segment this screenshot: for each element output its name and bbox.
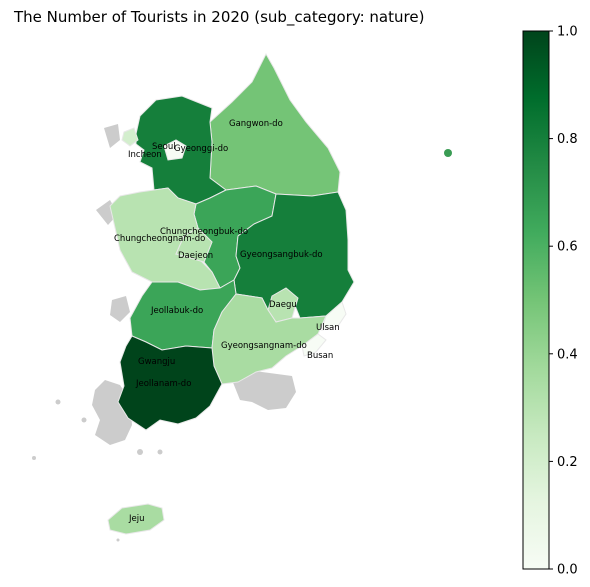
colorbar: 0.0 0.2 0.4 0.6 0.8 1.0 [522, 25, 578, 578]
label-ulsan: Ulsan [316, 323, 340, 333]
label-seoul: Seoul [152, 142, 176, 152]
colorbar-tick-label: 0.0 [557, 563, 578, 578]
region-ulsan [321, 301, 347, 331]
region-jeollanam-do [117, 335, 223, 431]
label-daegu: Daegu [269, 300, 297, 310]
colorbar-tick-label: 0.6 [557, 240, 578, 255]
colorbar-tick-label: 0.4 [557, 347, 578, 362]
label-gyeongsangnam-do: Gyeongsangnam-do [221, 341, 307, 351]
label-gyeonggi-do: Gyeonggi-do [174, 144, 228, 154]
region-incheon [121, 127, 139, 147]
label-jeollanam-do: Jeollanam-do [135, 379, 191, 389]
label-chungcheongbuk-do: Chungcheongbuk-do [160, 227, 248, 237]
map-title: The Number of Tourists in 2020 (sub_cate… [14, 8, 425, 26]
colorbar-tick-label: 1.0 [557, 25, 578, 40]
region-jeju [107, 503, 165, 535]
label-busan: Busan [307, 351, 333, 361]
colorbar-tick-label: 0.8 [557, 132, 578, 147]
label-gwangju: Gwangju [138, 357, 175, 367]
colorbar-ticks: 0.0 0.2 0.4 0.6 0.8 1.0 [549, 25, 578, 578]
label-daejeon: Daejeon [178, 251, 213, 261]
region-busan [301, 333, 327, 357]
colorbar-tick-label: 0.2 [557, 455, 578, 470]
label-jeju: Jeju [128, 514, 145, 524]
region-labels: Gangwon-do Gyeonggi-do Seoul Incheon Chu… [114, 119, 340, 524]
region-seoul [163, 139, 187, 161]
region-daejeon [175, 227, 213, 263]
label-jeollabuk-do: Jeollabuk-do [150, 306, 203, 316]
label-gangwon-do: Gangwon-do [229, 119, 283, 129]
label-incheon: Incheon [128, 150, 162, 160]
colorbar-gradient [522, 30, 550, 570]
label-gyeongsangbuk-do: Gyeongsangbuk-do [240, 250, 323, 260]
label-chungcheongnam-do: Chungcheongnam-do [114, 234, 205, 244]
